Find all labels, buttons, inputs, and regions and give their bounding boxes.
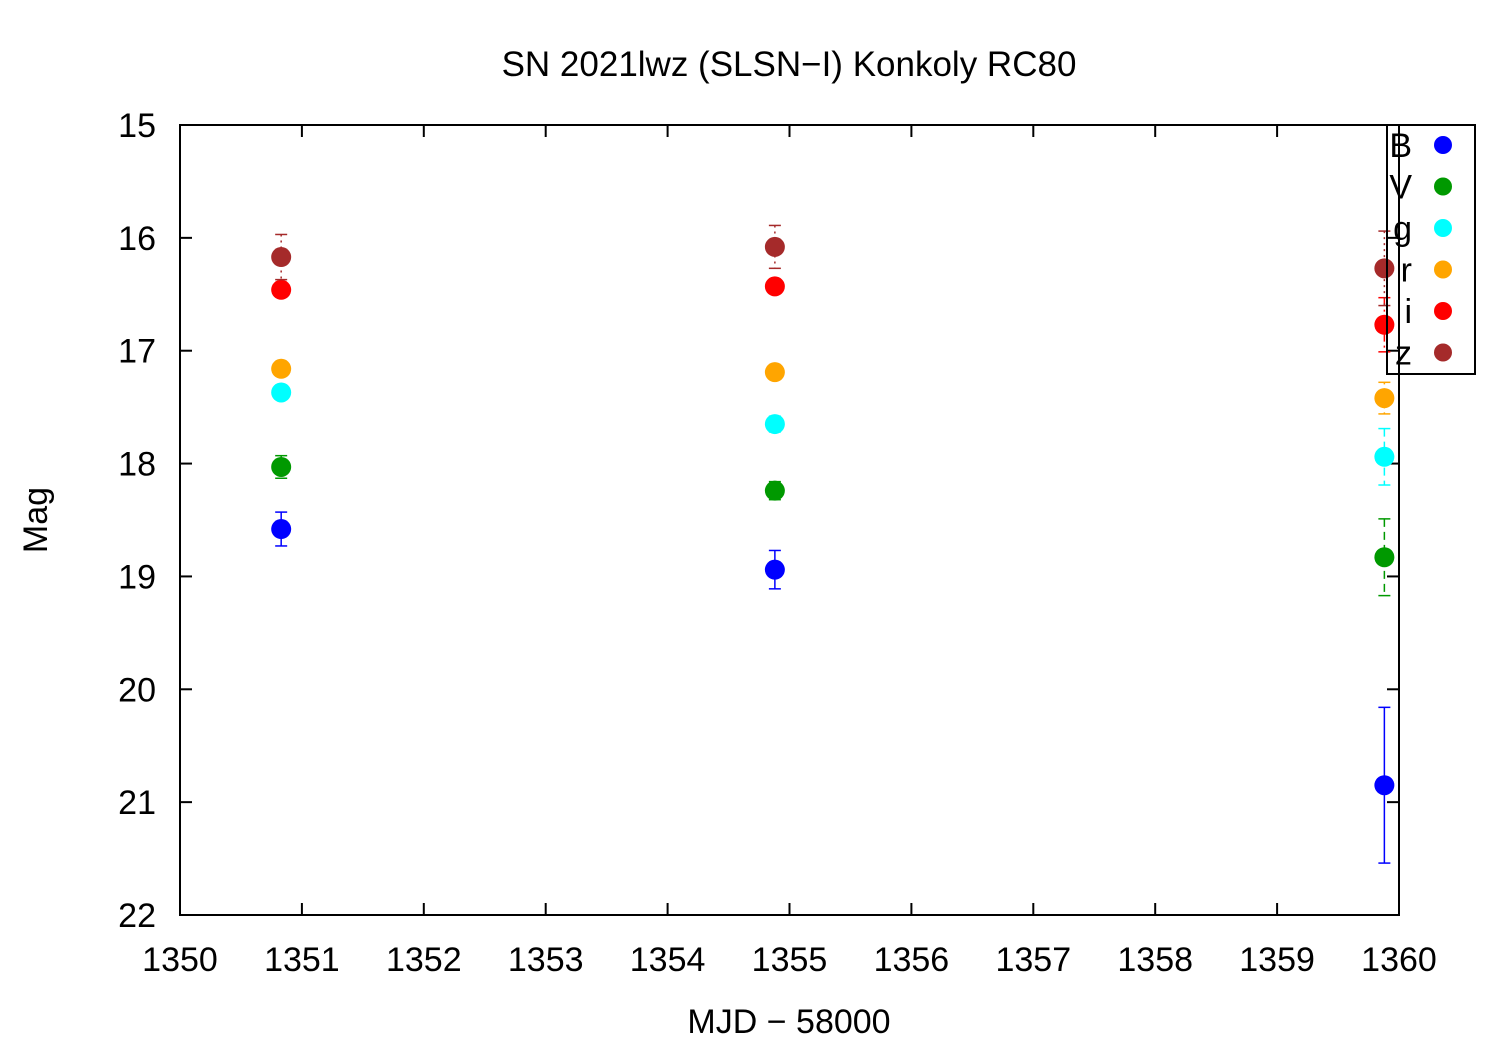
marker-V	[764, 480, 785, 501]
data-point-r	[1374, 381, 1395, 415]
legend-marker-g	[1434, 219, 1452, 237]
x-tick-label: 1353	[508, 941, 584, 979]
marker-r	[764, 362, 785, 383]
data-point-z	[1374, 230, 1395, 307]
legend-label-g: g	[1393, 210, 1412, 248]
axes-ticks: 1350 1351 1352 1353 1354 1355 1356 1357 1358 1359…	[118, 107, 1437, 979]
data-point-B	[764, 549, 785, 590]
marker-z	[1374, 258, 1395, 279]
marker-B	[764, 559, 785, 580]
marker-B	[1374, 775, 1395, 796]
y-axis-label: Mag	[17, 487, 55, 553]
data-point-r	[271, 358, 292, 379]
data-point-V	[1374, 518, 1395, 597]
marker-r	[271, 358, 292, 379]
data-point-z	[764, 224, 785, 270]
x-tick-label: 1354	[630, 941, 706, 979]
x-tick-label: 1356	[874, 941, 950, 979]
marker-g	[1374, 446, 1395, 467]
legend-box	[1386, 124, 1476, 375]
x-tick-label: 1355	[752, 941, 828, 979]
legend-label-i: i	[1404, 293, 1412, 331]
data-point-B	[1374, 706, 1395, 864]
legend-marker-i	[1434, 302, 1452, 320]
marker-g	[764, 414, 785, 435]
marker-i	[271, 279, 292, 300]
y-tick-label: 15	[118, 107, 156, 145]
data-point-z	[271, 233, 292, 281]
x-tick-label: 1359	[1239, 941, 1315, 979]
y-tick-label: 19	[118, 558, 156, 596]
y-tick-label: 21	[118, 784, 156, 822]
legend-label-B: B	[1389, 127, 1412, 165]
legend-marker-V	[1434, 177, 1452, 196]
data-point-i	[764, 276, 785, 297]
y-tick-label: 22	[118, 897, 156, 935]
legend-marker-z	[1434, 343, 1452, 362]
marker-B	[271, 519, 292, 540]
marker-i	[1374, 314, 1395, 335]
marker-V	[1374, 547, 1395, 568]
y-tick-label: 16	[118, 220, 156, 258]
data-point-V	[764, 480, 785, 501]
marker-z	[764, 236, 785, 257]
y-tick-label: 18	[118, 446, 156, 484]
marker-g	[271, 382, 292, 403]
x-tick-label: 1352	[386, 941, 462, 979]
legend-marker-r	[1434, 260, 1452, 279]
data-point-g	[1374, 427, 1395, 486]
data-point-B	[271, 511, 292, 547]
legend-label-r: r	[1401, 252, 1412, 290]
data-point-g	[764, 414, 785, 435]
marker-i	[764, 276, 785, 297]
x-tick-label: 1357	[995, 941, 1071, 979]
marker-V	[271, 456, 292, 477]
data-point-V	[271, 454, 292, 479]
legend-marker-B	[1434, 136, 1452, 154]
y-tick-label: 17	[118, 333, 156, 371]
x-axis-label: MJD − 58000	[687, 1003, 890, 1041]
legend-label-z: z	[1395, 335, 1412, 373]
marker-z	[271, 247, 292, 268]
data-marks	[271, 224, 1395, 864]
x-tick-label: 1350	[142, 941, 218, 979]
chart-title: SN 2021lwz (SLSN−I) Konkoly RC80	[502, 45, 1077, 84]
plot-area-frame	[179, 124, 1400, 916]
data-point-g	[271, 382, 292, 403]
legend-label-V: V	[1389, 169, 1412, 207]
y-tick-label: 20	[118, 671, 156, 709]
data-point-r	[764, 362, 785, 383]
marker-r	[1374, 388, 1395, 409]
x-tick-label: 1358	[1117, 941, 1193, 979]
x-tick-label: 1360	[1361, 941, 1437, 979]
data-point-i	[271, 279, 292, 300]
x-tick-label: 1351	[264, 941, 340, 979]
